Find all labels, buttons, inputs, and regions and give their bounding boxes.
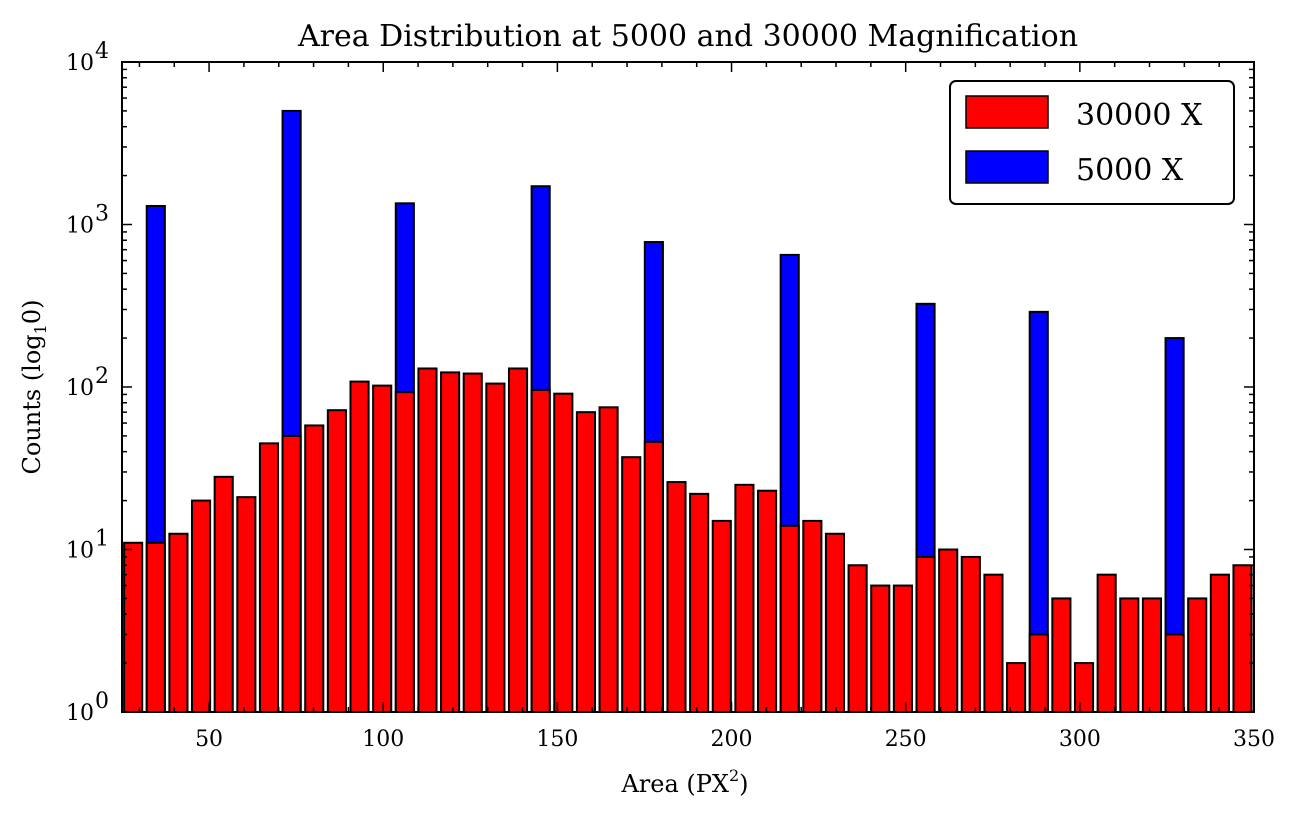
series-30000x-bar [485,382,506,713]
y-axis-label: Counts (log10) [18,300,50,475]
series-30000x-bar [1073,662,1095,714]
x-axis-label-end: ) [739,770,748,798]
y-tick-label-exponent: 2 [95,364,109,389]
series-30000x-bar [847,564,868,713]
y-tick-label-base: 10 [66,214,94,239]
series-30000x-bar [145,541,166,714]
series-30000x-bar [1006,662,1027,714]
x-tick-label: 200 [711,727,753,752]
x-axis-label: Area (PX2) [620,766,748,798]
series-30000x-bar [779,524,800,713]
y-tick-label-exponent: 4 [95,39,109,64]
y-tick-label: 10 [66,701,94,726]
series-30000x-bar [326,409,347,713]
series-30000x-bar [1141,597,1163,713]
legend-swatch-5000x [965,150,1049,184]
legend-label-30000x: 30000 X [1076,98,1203,133]
series-30000x-bar [983,573,1004,713]
series-30000x-bar [643,440,664,713]
series-30000x-bar [960,555,981,713]
series-30000x-bar [281,434,302,713]
x-tick-label: 150 [536,727,578,752]
x-tick-label: 50 [195,727,223,752]
series-30000x-bar [1164,633,1185,713]
series-30000x-bar [734,483,755,713]
legend-label-5000x: 5000 X [1076,153,1184,188]
series-30000x-bar [1028,633,1049,713]
x-axis-label-main: Area (PX [620,770,729,798]
y-axis-label-main: Counts (log [18,334,46,474]
x-tick-label: 300 [1059,727,1101,752]
series-30000x-bar [462,372,483,713]
series-30000x-bar [915,555,936,713]
y-tick-label-exponent: 0 [95,689,109,714]
y-tick-label-exponent: 3 [95,202,109,227]
series-30000x-bar [123,541,144,714]
legend-swatch-30000x [965,95,1049,129]
series-30000x-bar [711,519,732,714]
series-30000x-bar [394,391,415,713]
y-tick-label-base: 10 [66,701,94,726]
series-30000x-bar [191,499,212,713]
y-tick-label: 10 [66,214,94,239]
x-tick-label: 250 [885,727,927,752]
series-30000x-bar [802,519,823,714]
series-30000x-bar [666,481,687,713]
x-axis-label-superscript: 2 [729,766,739,785]
y-axis-label-end: 0) [18,300,46,325]
series-30000x-bar [1096,573,1117,713]
x-tick-label: 350 [1233,727,1275,752]
series-30000x-bar [304,424,325,713]
y-tick-label-base: 10 [66,376,94,401]
series-30000x-bar [440,371,461,713]
series-30000x-bar [168,532,189,713]
x-axis: 50 100 150 200 250 300 350 [138,62,1275,752]
x-tick-label: 100 [362,727,404,752]
series-30000x-bar [553,392,574,713]
series-30000x-bar [575,411,597,713]
series-30000x-bar [938,548,959,713]
y-tick-label: 10 [66,51,94,76]
series-30000x-bar [1209,573,1230,713]
y-axis-label-subscript: 1 [31,324,50,334]
series-30000x-bar [372,384,393,713]
series-30000x-bar [349,380,370,713]
series-30000x-bar [621,456,642,714]
series-30000x-bar [689,492,710,713]
y-tick-label: 10 [66,539,94,564]
series-30000x-bar [530,388,551,713]
series-30000x-bar [1232,564,1253,713]
series-30000x-bar [757,489,778,713]
series-30000x-bar [507,367,529,713]
y-tick-label: 10 [66,376,94,401]
chart-title: Area Distribution at 5000 and 30000 Magn… [297,19,1078,54]
series-30000x-bar [598,406,619,713]
series-30000x-bar [1051,597,1072,713]
legend: 30000 X 5000 X [949,80,1235,205]
series-30000x-bar [417,367,438,713]
series-30000x-bar [258,442,280,713]
series-30000x-bar [870,584,891,713]
series-30000x-bar [824,532,846,713]
series-30000x-bar [213,475,234,713]
series-30000x-bar [1187,597,1208,713]
series-30000x-bar [1119,597,1140,713]
y-tick-label-base: 10 [66,51,94,76]
series-30000x-bar [892,584,913,713]
series-30000x-bar [236,496,257,714]
y-tick-label-base: 10 [66,539,94,564]
y-tick-label-exponent: 1 [95,527,109,552]
